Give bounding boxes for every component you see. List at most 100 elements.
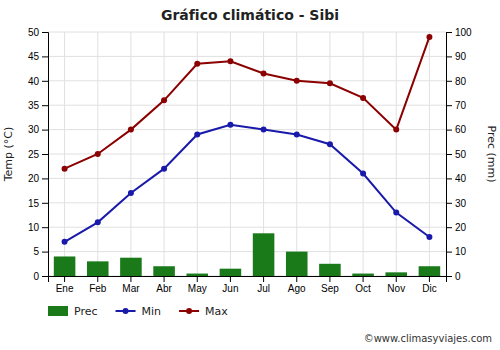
tick-mark [363, 276, 364, 282]
legend-marker [123, 308, 129, 314]
marker [161, 97, 167, 103]
bar [319, 264, 341, 276]
legend-item: Max [179, 305, 228, 318]
tick-mark [42, 32, 48, 33]
tick: Oct [355, 276, 371, 294]
tick-label: 25 [28, 149, 40, 160]
tick: 5 [33, 246, 48, 257]
tick: 40 [446, 173, 467, 184]
marker [426, 234, 432, 240]
tick-label: 10 [28, 222, 40, 233]
tick-label: Nov [387, 283, 405, 294]
grid-line [48, 56, 446, 57]
tick-mark [42, 203, 48, 204]
tick-label: 5 [33, 246, 39, 257]
tick-label: 30 [28, 124, 40, 135]
bar [286, 252, 308, 276]
tick-label: 0 [33, 271, 39, 282]
marker [62, 166, 68, 172]
marker [261, 127, 267, 133]
tick: 20 [446, 222, 467, 233]
tick-mark [197, 276, 198, 282]
tick-label: 0 [455, 271, 461, 282]
marker [227, 58, 233, 64]
tick: Ago [288, 276, 306, 294]
bar [419, 266, 441, 276]
legend-item: Min [116, 305, 162, 318]
tick: 40 [28, 76, 48, 87]
tick-mark [429, 276, 430, 282]
y-axis-title: Temp (°C) [2, 127, 15, 183]
grid-line [164, 32, 165, 276]
tick-label: 40 [455, 173, 467, 184]
bar [220, 269, 242, 276]
bar [153, 266, 175, 276]
grid-line [48, 105, 446, 106]
tick-mark [446, 81, 452, 82]
tick-mark [42, 130, 48, 131]
tick-mark [446, 130, 452, 131]
bar-series [54, 233, 440, 276]
bar [385, 272, 407, 276]
marker [426, 34, 432, 40]
bar [352, 274, 374, 276]
tick-mark [42, 81, 48, 82]
marker [227, 122, 233, 128]
tick-mark [446, 105, 452, 106]
tick-label: 45 [28, 51, 40, 62]
chart: EneFebMarAbrMayJunJulAgoSepOctNovDic0510… [0, 0, 500, 350]
grid-line [130, 32, 131, 276]
tick: 10 [28, 222, 48, 233]
grid-line [48, 129, 446, 130]
tick: 15 [28, 198, 48, 209]
tick-mark [42, 252, 48, 253]
bar [54, 256, 76, 276]
tick: 60 [446, 124, 467, 135]
tick: 30 [28, 124, 48, 135]
y2-axis-title: Prec (mm) [485, 125, 498, 182]
line [65, 125, 430, 242]
tick-label: Ago [288, 283, 306, 294]
tick-mark [164, 276, 165, 282]
grid [48, 32, 446, 276]
tick: Jun [222, 276, 238, 294]
grid-line [48, 32, 446, 33]
tick-label: Sep [321, 283, 339, 294]
tick-mark [42, 227, 48, 228]
grid-line [48, 178, 446, 179]
tick: Jul [257, 276, 270, 294]
tick: 20 [28, 173, 48, 184]
marker [194, 131, 200, 137]
tick: 0 [446, 271, 461, 282]
tick: Nov [387, 276, 405, 294]
marker [294, 131, 300, 137]
tick-mark [446, 32, 452, 33]
marker [393, 210, 399, 216]
tick: 100 [446, 27, 472, 38]
legend-marker [186, 308, 192, 314]
marker [161, 166, 167, 172]
axis-line [447, 33, 453, 277]
tick-mark [446, 276, 452, 277]
legend-item: Prec [48, 305, 98, 318]
annotation: ©www.climasyviajes.com [364, 333, 492, 344]
grid-line [230, 32, 231, 276]
marker [194, 61, 200, 67]
tick-label: 100 [455, 27, 472, 38]
tick-label: 40 [28, 76, 40, 87]
grid-line [363, 32, 364, 276]
legend-swatch [48, 306, 68, 316]
grid-line [48, 202, 446, 203]
tick-label: Abr [156, 283, 172, 294]
title: Gráfico climático - Sibi [161, 7, 339, 23]
tick-mark [97, 276, 98, 282]
grid-line [197, 32, 198, 276]
tick-label: 60 [455, 124, 467, 135]
tick-label: 35 [28, 100, 40, 111]
axis-line [42, 33, 49, 277]
legend: Prec Min Max [48, 305, 228, 318]
tick-label: 30 [455, 198, 467, 209]
tick: 50 [28, 27, 48, 38]
tick-label: Jul [257, 283, 270, 294]
marker [95, 151, 101, 157]
